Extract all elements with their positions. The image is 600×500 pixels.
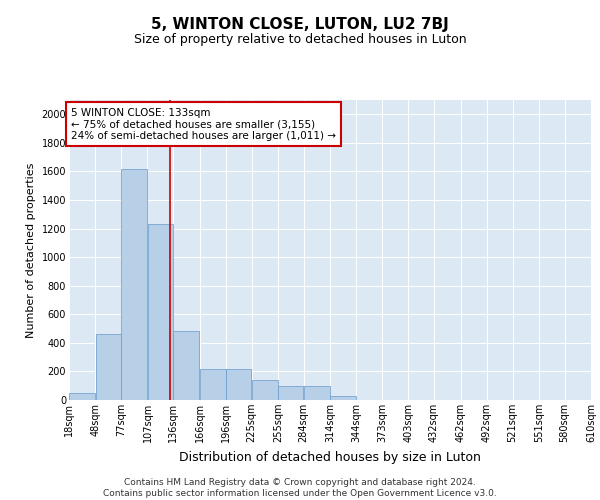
X-axis label: Distribution of detached houses by size in Luton: Distribution of detached houses by size … bbox=[179, 450, 481, 464]
Text: Size of property relative to detached houses in Luton: Size of property relative to detached ho… bbox=[134, 32, 466, 46]
Text: Contains HM Land Registry data © Crown copyright and database right 2024.
Contai: Contains HM Land Registry data © Crown c… bbox=[103, 478, 497, 498]
Bar bbox=[69, 393, 95, 400]
Bar bbox=[252, 380, 278, 400]
Y-axis label: Number of detached properties: Number of detached properties bbox=[26, 162, 36, 338]
Bar bbox=[278, 386, 303, 400]
Bar bbox=[226, 370, 251, 400]
Bar bbox=[304, 386, 330, 400]
Bar bbox=[96, 334, 121, 400]
Bar bbox=[173, 332, 199, 400]
Text: 5, WINTON CLOSE, LUTON, LU2 7BJ: 5, WINTON CLOSE, LUTON, LU2 7BJ bbox=[151, 18, 449, 32]
Bar bbox=[330, 396, 356, 400]
Text: 5 WINTON CLOSE: 133sqm
← 75% of detached houses are smaller (3,155)
24% of semi-: 5 WINTON CLOSE: 133sqm ← 75% of detached… bbox=[71, 108, 336, 140]
Bar bbox=[148, 224, 173, 400]
Bar bbox=[121, 168, 147, 400]
Bar bbox=[200, 370, 226, 400]
